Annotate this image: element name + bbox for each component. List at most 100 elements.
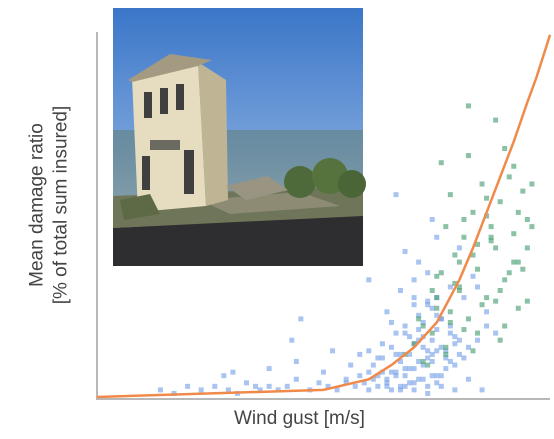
data-point bbox=[443, 348, 449, 354]
data-point bbox=[411, 295, 417, 301]
data-point bbox=[330, 348, 336, 354]
data-point bbox=[416, 259, 422, 265]
data-point bbox=[416, 337, 422, 343]
data-point bbox=[475, 284, 481, 290]
data-point bbox=[434, 312, 440, 318]
data-point bbox=[434, 327, 440, 333]
data-point bbox=[493, 245, 499, 251]
data-point bbox=[343, 380, 349, 386]
data-point bbox=[375, 355, 381, 361]
data-point bbox=[452, 252, 458, 258]
data-point bbox=[398, 387, 404, 393]
data-point bbox=[484, 309, 490, 315]
data-point bbox=[438, 383, 444, 389]
data-point bbox=[221, 373, 227, 379]
data-point bbox=[511, 259, 517, 265]
data-point bbox=[524, 217, 530, 222]
data-point bbox=[438, 160, 444, 166]
data-point bbox=[502, 146, 508, 151]
data-point bbox=[212, 383, 218, 389]
data-point bbox=[434, 373, 440, 379]
data-point bbox=[511, 163, 517, 169]
data-point bbox=[420, 323, 426, 329]
data-point bbox=[343, 376, 349, 382]
data-point bbox=[411, 387, 417, 393]
data-point bbox=[447, 309, 453, 315]
data-point bbox=[438, 373, 444, 379]
data-point bbox=[479, 387, 485, 393]
data-point bbox=[388, 319, 394, 325]
data-point bbox=[357, 373, 363, 379]
data-point bbox=[461, 327, 467, 333]
data-point bbox=[443, 344, 449, 350]
data-point bbox=[366, 369, 372, 375]
data-point bbox=[289, 337, 295, 343]
inset-photo bbox=[113, 8, 366, 266]
data-point bbox=[425, 390, 431, 396]
data-point bbox=[470, 273, 476, 279]
data-point bbox=[420, 319, 426, 325]
data-point bbox=[411, 302, 417, 308]
data-points bbox=[157, 103, 535, 396]
data-point bbox=[429, 351, 435, 357]
data-point bbox=[456, 284, 462, 290]
data-point bbox=[198, 387, 204, 393]
data-point bbox=[407, 366, 413, 372]
data-point bbox=[384, 309, 390, 315]
data-point bbox=[407, 334, 413, 340]
data-point bbox=[298, 316, 304, 322]
data-point bbox=[452, 362, 458, 368]
data-point bbox=[497, 337, 503, 343]
data-point bbox=[470, 209, 476, 215]
data-point bbox=[520, 188, 526, 194]
data-point bbox=[443, 355, 449, 361]
data-point bbox=[185, 383, 191, 389]
data-point bbox=[465, 316, 471, 322]
data-point bbox=[443, 351, 449, 357]
data-point bbox=[375, 383, 381, 389]
data-point bbox=[497, 199, 503, 205]
data-point bbox=[384, 380, 390, 386]
data-point bbox=[402, 366, 408, 372]
data-point bbox=[425, 298, 431, 304]
data-point bbox=[321, 369, 326, 375]
data-point bbox=[493, 298, 499, 304]
data-point bbox=[425, 348, 431, 354]
data-point bbox=[434, 295, 440, 301]
data-point bbox=[475, 266, 481, 272]
data-point bbox=[447, 330, 453, 336]
data-point bbox=[493, 330, 499, 336]
trend-curve bbox=[96, 34, 552, 399]
data-point bbox=[438, 270, 444, 276]
data-point bbox=[388, 387, 394, 393]
data-point bbox=[398, 288, 404, 293]
data-point bbox=[443, 224, 449, 230]
data-point bbox=[447, 192, 453, 198]
data-point bbox=[429, 330, 435, 336]
data-point bbox=[452, 280, 458, 286]
data-point bbox=[529, 224, 535, 230]
data-point bbox=[470, 348, 476, 354]
data-point bbox=[434, 348, 440, 354]
data-point bbox=[402, 248, 408, 254]
data-point bbox=[393, 330, 399, 336]
data-point bbox=[384, 383, 390, 389]
data-point bbox=[465, 153, 471, 159]
data-point bbox=[388, 344, 394, 350]
data-point bbox=[407, 351, 413, 357]
data-point bbox=[456, 337, 462, 343]
data-point bbox=[429, 217, 435, 222]
data-point bbox=[407, 380, 413, 386]
data-point bbox=[484, 213, 490, 219]
data-point bbox=[420, 359, 426, 364]
data-point bbox=[370, 362, 376, 368]
data-point bbox=[456, 259, 462, 265]
data-point bbox=[416, 327, 422, 333]
data-point bbox=[493, 117, 499, 123]
data-point bbox=[416, 359, 422, 364]
data-point bbox=[447, 284, 453, 290]
data-point bbox=[465, 344, 471, 350]
data-point bbox=[502, 323, 508, 329]
data-point bbox=[366, 348, 372, 354]
